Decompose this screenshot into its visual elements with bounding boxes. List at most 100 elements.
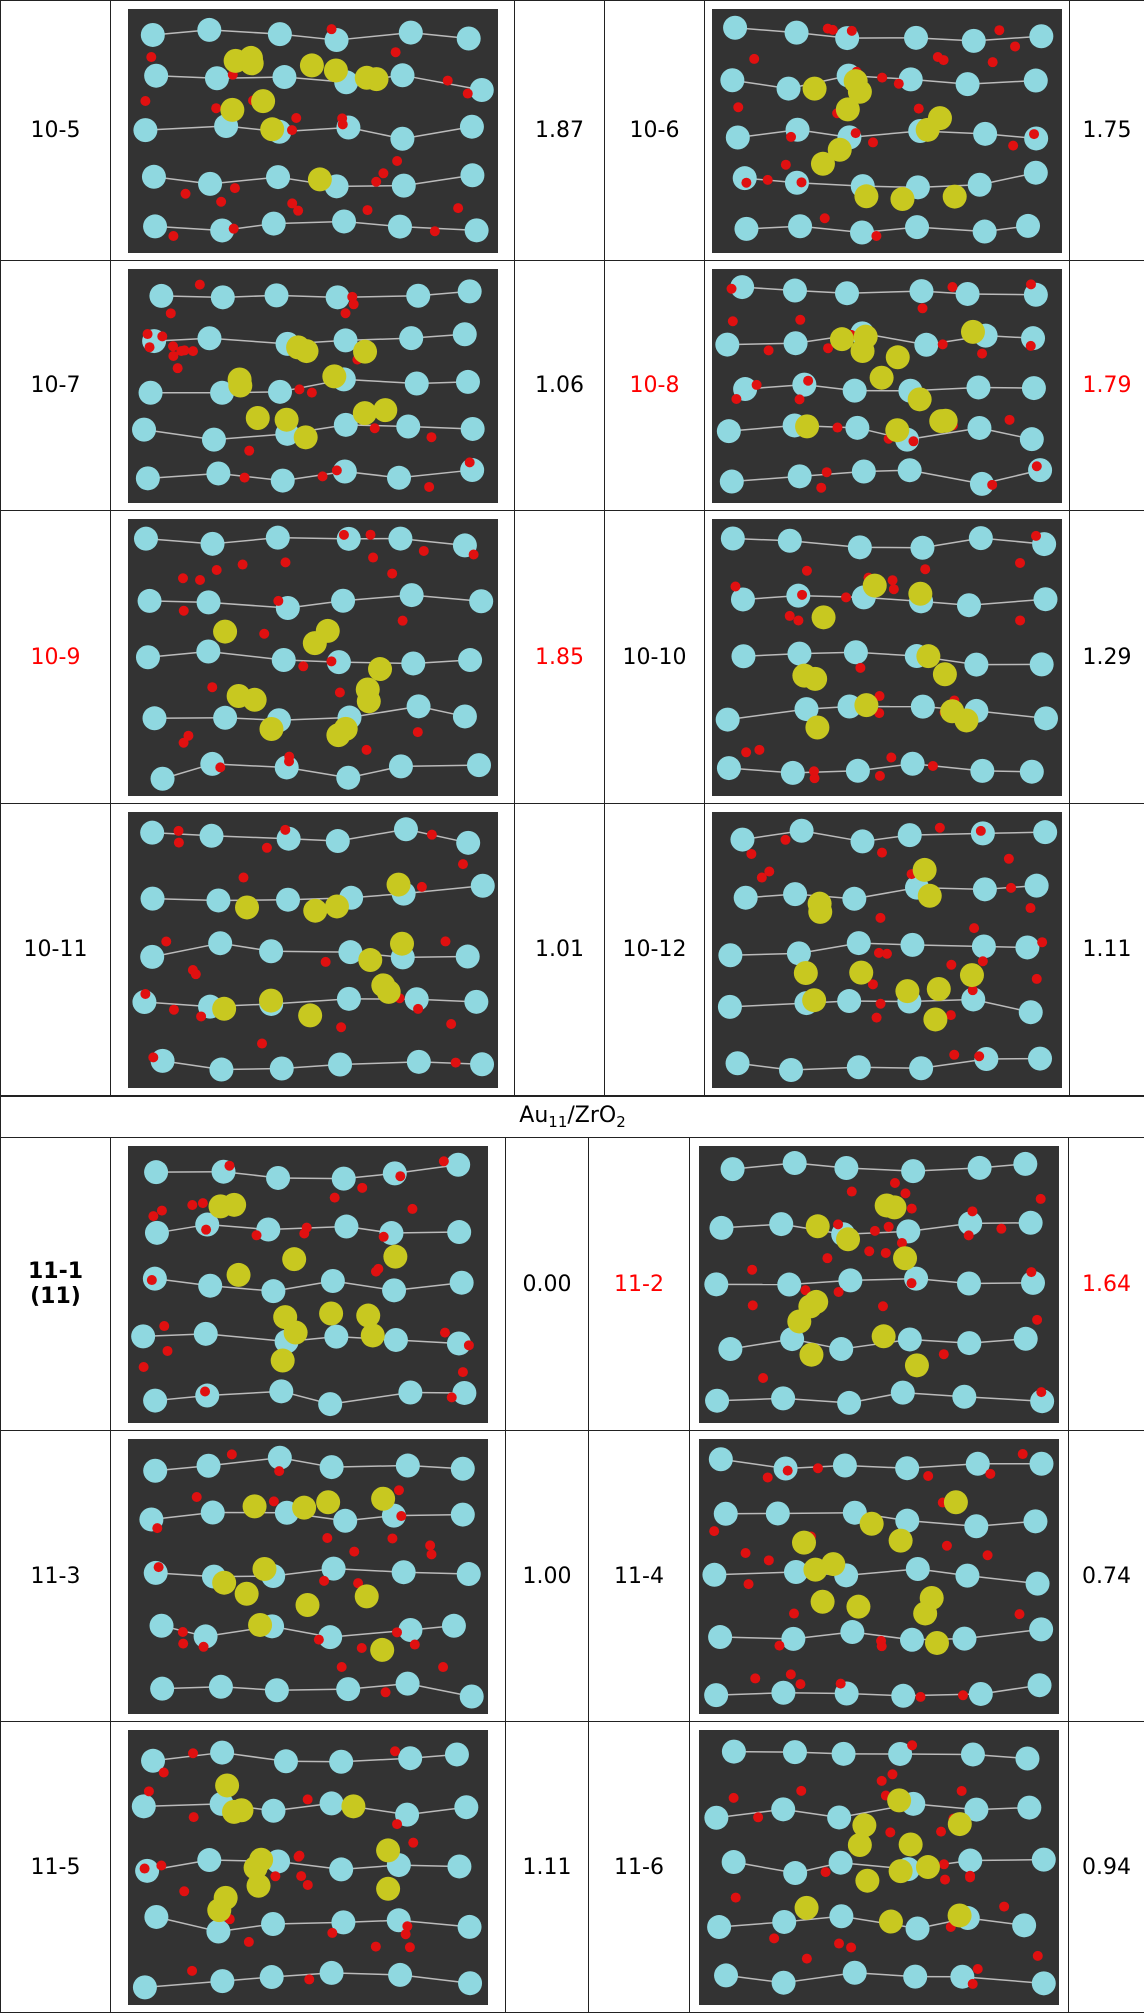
au-atom [319, 1301, 343, 1325]
o-atom [733, 102, 743, 112]
o-atom [172, 363, 182, 373]
energy-cell: 1.06 [515, 261, 605, 511]
zr-atom [718, 1337, 742, 1361]
image-background [128, 519, 498, 796]
o-atom [978, 956, 988, 966]
zr-atom [720, 68, 744, 92]
au-atom [371, 973, 395, 997]
o-atom [996, 1223, 1006, 1233]
au-atom [905, 1353, 929, 1377]
label-cell: 10-10 [605, 511, 705, 804]
zr-atom [1034, 706, 1058, 730]
zr-atom [903, 1964, 927, 1988]
o-atom [969, 923, 979, 933]
zr-atom [968, 172, 992, 196]
zr-atom [451, 1502, 475, 1526]
au-atom [292, 1495, 316, 1519]
zr-atom [336, 1677, 360, 1701]
au-atom [322, 364, 346, 388]
zr-atom [382, 1278, 406, 1302]
o-atom [407, 1203, 417, 1213]
title-text: /ZrO [567, 1103, 616, 1128]
zr-atom [726, 125, 750, 149]
zr-atom [265, 525, 289, 549]
energy-value: 1.11 [1083, 937, 1132, 962]
o-atom [884, 1221, 894, 1231]
zr-atom [265, 1678, 289, 1702]
zr-atom [969, 1681, 993, 1705]
zr-atom [201, 1500, 225, 1524]
zr-atom [267, 379, 291, 403]
zr-atom [973, 219, 997, 243]
o-atom [789, 1608, 799, 1618]
zr-atom [790, 818, 814, 842]
o-atom [168, 230, 178, 240]
zr-atom [1025, 873, 1049, 897]
zr-atom [834, 1155, 858, 1179]
o-atom [284, 756, 294, 766]
o-atom [304, 1974, 314, 1984]
label-cell: 11-4 [589, 1431, 690, 1722]
au-atom [353, 339, 377, 363]
zr-atom [325, 829, 349, 853]
zr-atom [852, 459, 876, 483]
zr-atom [832, 1741, 856, 1765]
zr-atom [442, 1613, 466, 1637]
o-atom [974, 1051, 984, 1061]
o-atom [338, 529, 348, 539]
energy-value: 0.00 [523, 1272, 572, 1297]
zr-atom [835, 281, 859, 305]
zr-atom [904, 1266, 928, 1290]
section-title: Au11/ZrO2 [1, 1097, 1144, 1138]
au-atom [846, 1594, 870, 1618]
image-cell [111, 1, 515, 261]
zr-atom [274, 1749, 298, 1773]
zr-atom [705, 1388, 729, 1412]
label-cell: 10-7 [1, 261, 111, 511]
au-atom [854, 693, 878, 717]
zr-atom [455, 369, 479, 393]
o-atom [168, 1004, 178, 1014]
o-atom [741, 177, 751, 187]
o-atom [875, 912, 885, 922]
zr-atom [714, 1963, 738, 1987]
zr-atom [398, 20, 422, 44]
zr-atom [396, 1671, 420, 1695]
au-atom [863, 573, 887, 597]
o-atom [918, 303, 928, 313]
zr-atom [320, 1960, 344, 1984]
zr-atom [1032, 1971, 1056, 1995]
zr-atom [328, 1052, 352, 1076]
o-atom [148, 1211, 158, 1221]
o-atom [786, 131, 796, 141]
zr-atom [336, 986, 360, 1010]
o-atom [907, 1203, 917, 1213]
au-atom [373, 398, 397, 422]
zr-atom [333, 1508, 357, 1532]
o-atom [273, 595, 283, 605]
au-atom [386, 872, 410, 896]
zr-atom [459, 114, 483, 138]
image-background [712, 519, 1062, 796]
o-atom [795, 394, 805, 404]
energy-cell: 1.75 [1070, 1, 1144, 261]
zr-atom [269, 1379, 293, 1403]
o-atom [194, 279, 204, 289]
zr-atom [720, 469, 744, 493]
o-atom [464, 457, 474, 467]
o-atom [977, 348, 987, 358]
zr-atom [969, 526, 993, 550]
au-atom [245, 406, 269, 430]
zr-atom [336, 765, 360, 789]
au-atom [934, 408, 958, 432]
o-atom [908, 436, 918, 446]
o-atom [985, 1468, 995, 1478]
au-atom [844, 69, 868, 93]
au-atom [923, 1007, 947, 1031]
au-atom [860, 1511, 884, 1535]
zr-atom [891, 1683, 915, 1707]
zr-atom [787, 641, 811, 665]
au-atom [355, 1584, 379, 1608]
au-atom [368, 657, 392, 681]
